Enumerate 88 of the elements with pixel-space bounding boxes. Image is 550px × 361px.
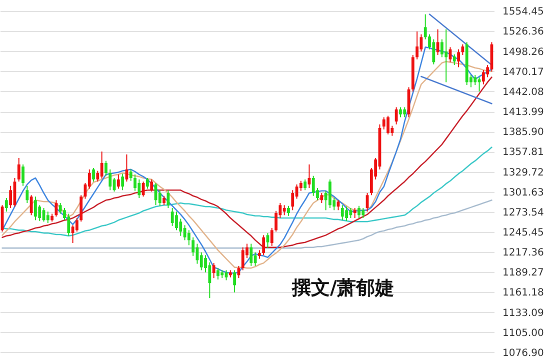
- candlestick: [304, 178, 307, 191]
- candlestick: [349, 208, 352, 219]
- y-tick-label: 1554.45: [502, 6, 544, 18]
- y-tick-label: 1498.26: [502, 46, 544, 58]
- y-tick-label: 1413.99: [502, 107, 544, 118]
- y-tick-label: 1526.36: [502, 26, 544, 38]
- candlestick: [270, 228, 274, 246]
- candlestick: [108, 168, 112, 191]
- candlestick: [328, 178, 332, 209]
- candlestick: [312, 175, 315, 196]
- candlestick: [403, 106, 406, 118]
- candlestick: [200, 252, 203, 271]
- candlestick: [4, 198, 8, 212]
- candlestick: [212, 262, 216, 279]
- candlestick: [399, 106, 402, 118]
- y-tick-label: 1161.18: [502, 288, 544, 299]
- candlestick: [241, 246, 244, 271]
- candlestick: [345, 206, 348, 222]
- candlestick: [67, 213, 70, 236]
- candlestick: [457, 48, 460, 68]
- y-tick-label: 1442.08: [502, 86, 544, 98]
- candlestick: [138, 178, 141, 199]
- candlestick: [287, 205, 290, 216]
- candlestick: [320, 192, 324, 204]
- candlestick: [250, 243, 253, 266]
- candlestick: [129, 168, 132, 182]
- candlestick: [146, 178, 149, 190]
- candlestick: [26, 185, 29, 204]
- candlestick: [386, 115, 390, 135]
- candlestick: [162, 195, 166, 206]
- candlestick: [104, 160, 108, 176]
- candlestick: [170, 208, 174, 226]
- candlestick: [192, 236, 195, 256]
- candlestick: [444, 28, 448, 83]
- candlestick: [432, 38, 436, 65]
- candlestick: [482, 70, 485, 85]
- candlestick: [175, 211, 178, 231]
- y-tick-label: 1357.81: [502, 147, 544, 158]
- y-tick-label: 1076.90: [502, 348, 544, 359]
- candlestick: [166, 190, 170, 209]
- y-tick-label: 1189.27: [502, 268, 544, 279]
- annotation: 撰文/萧郁婕: [291, 277, 394, 299]
- candlestick: [75, 218, 78, 232]
- candlestick: [440, 38, 444, 58]
- y-tick-label: 1470.17: [502, 66, 544, 78]
- candlestick: [121, 173, 124, 191]
- candlestick: [142, 181, 145, 198]
- candlestick: [134, 174, 136, 192]
- candlestick: [92, 167, 95, 182]
- line-series: [2, 146, 492, 237]
- candlestick: [282, 204, 286, 216]
- candlestick: [452, 54, 456, 66]
- candlestick: [187, 230, 190, 246]
- candlestick: [353, 208, 356, 219]
- candlestick: [262, 234, 266, 256]
- candlestick: [461, 44, 464, 56]
- candlestick: [116, 174, 120, 190]
- candlestick: [80, 194, 83, 222]
- candlestick: [179, 218, 182, 236]
- y-tick-label: 1133.09: [502, 308, 544, 319]
- candlestick: [266, 232, 270, 249]
- candlestick: [233, 270, 236, 293]
- candlestick: [100, 151, 104, 180]
- candlestick: [22, 164, 24, 186]
- candlestick: [9, 185, 12, 209]
- candlestick: [291, 190, 294, 211]
- candlestick: [362, 208, 365, 219]
- y-tick-label: 1385.90: [502, 127, 544, 138]
- candlestick: [394, 106, 398, 125]
- candlestick: [34, 196, 37, 221]
- y-tick-label: 1329.72: [502, 167, 544, 178]
- candlestick: [17, 157, 20, 182]
- candlestick: [216, 268, 220, 280]
- y-tick-label: 1273.54: [502, 207, 544, 218]
- candlestick: [382, 116, 386, 130]
- candlestick: [58, 202, 62, 214]
- y-tick-label: 1301.63: [502, 187, 544, 198]
- candlestick: [30, 194, 33, 216]
- candlestick: [340, 204, 344, 221]
- candlestick: [358, 205, 360, 219]
- y-tick-label: 1105.00: [502, 328, 544, 339]
- candlestick: [208, 262, 212, 299]
- y-tick-label: 1217.36: [502, 248, 544, 259]
- candlestick: [416, 30, 419, 60]
- candlestick: [474, 74, 477, 86]
- candlestick: [150, 178, 154, 192]
- y-tick-label: 1245.45: [502, 228, 544, 239]
- candlestick: [46, 211, 50, 224]
